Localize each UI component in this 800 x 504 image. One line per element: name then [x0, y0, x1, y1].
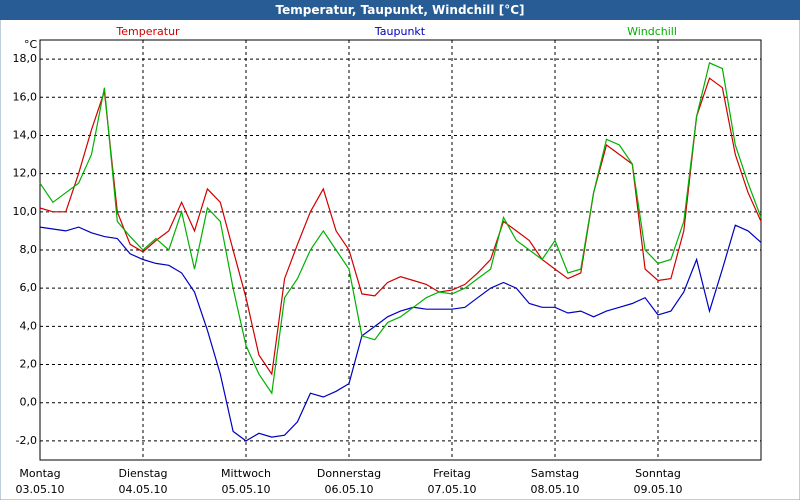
x-tick-label: Montag: [19, 467, 60, 480]
y-tick-label: 18,0: [13, 52, 38, 65]
y-tick-label: 12,0: [13, 167, 38, 180]
x-tick-date: 09.05.10: [634, 483, 683, 496]
y-tick-label: 4,0: [20, 319, 38, 332]
y-tick-label: 16,0: [13, 90, 38, 103]
x-tick-date: 05.05.10: [222, 483, 271, 496]
legend-label: Taupunkt: [374, 25, 426, 38]
y-tick-label: -2,0: [16, 434, 37, 447]
x-tick-label: Dienstag: [118, 467, 167, 480]
x-tick-label: Freitag: [433, 467, 471, 480]
y-tick-label: 14,0: [13, 128, 38, 141]
x-tick-label: Samstag: [531, 467, 579, 480]
plot-border: [39, 39, 762, 461]
x-tick-date: 03.05.10: [16, 483, 65, 496]
x-tick-date: 08.05.10: [531, 483, 580, 496]
x-tick-date: 06.05.10: [325, 483, 374, 496]
y-tick-label: 2,0: [20, 358, 38, 371]
x-tick-label: Sonntag: [635, 467, 681, 480]
y-unit: °C: [24, 38, 38, 51]
x-tick-date: 07.05.10: [428, 483, 477, 496]
x-tick-label: Mittwoch: [221, 467, 271, 480]
chart-title: Temperatur, Taupunkt, Windchill [°C]: [276, 3, 525, 17]
y-tick-label: 8,0: [20, 243, 38, 256]
data-line: [39, 224, 762, 442]
legend-label: Windchill: [627, 25, 677, 38]
y-tick-label: 0,0: [20, 396, 38, 409]
y-tick-label: 6,0: [20, 281, 38, 294]
legend-label: Temperatur: [115, 25, 180, 38]
x-tick-date: 04.05.10: [119, 483, 168, 496]
data-line: [39, 62, 762, 395]
data-line: [39, 77, 762, 376]
x-tick-label: Donnerstag: [317, 467, 381, 480]
title-bar: [0, 0, 800, 20]
y-tick-label: 10,0: [13, 205, 38, 218]
